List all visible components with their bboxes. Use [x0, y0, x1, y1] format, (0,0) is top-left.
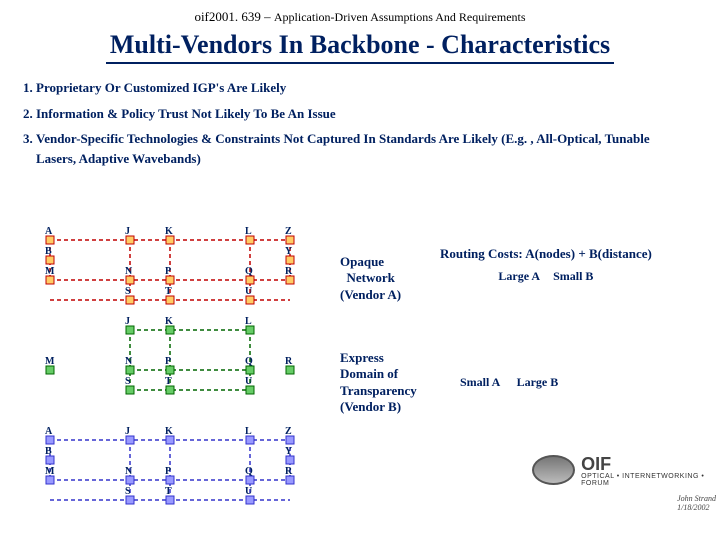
bullet-3: Vendor-Specific Technologies & Constrain…	[36, 129, 684, 168]
oif-text: OIF	[581, 454, 712, 475]
large-b: Large B	[517, 375, 559, 389]
doc-id: oif2001. 639 –	[194, 9, 273, 24]
routing-b: Small A Large B	[460, 374, 558, 390]
large-a: Large A	[498, 269, 540, 283]
doc-subtitle: Application-Driven Assumptions And Requi…	[274, 10, 526, 24]
doc-id-line: oif2001. 639 – Application-Driven Assump…	[0, 8, 720, 26]
page-title: Multi-Vendors In Backbone - Characterist…	[106, 30, 614, 64]
bullet-2: Information & Policy Trust Not Likely To…	[36, 104, 684, 124]
small-a: Small A	[460, 375, 500, 389]
author-date: John Strand 1/18/2002	[677, 494, 716, 512]
network-diagram: AJKLZBYMNPQRSTUJKLMNPQRSTUAJKLZBYMNPQRST…	[30, 220, 330, 520]
bullet-list: Proprietary Or Customized IGP's Are Like…	[0, 68, 720, 180]
small-b: Small B	[553, 269, 593, 283]
oif-logo: OIF OPTICAL • INTERNETWORKING • FORUM	[532, 452, 712, 488]
routing-a: Routing Costs: A(nodes) + B(distance) La…	[440, 246, 652, 284]
vendor-a-label: Opaque Network (Vendor A)	[340, 254, 401, 303]
vendor-b-label: Express Domain of Transparency (Vendor B…	[340, 350, 417, 415]
header: oif2001. 639 – Application-Driven Assump…	[0, 0, 720, 68]
routing-formula: Routing Costs: A(nodes) + B(distance)	[440, 246, 652, 262]
bullet-1: Proprietary Or Customized IGP's Are Like…	[36, 78, 684, 98]
oif-subtitle: OPTICAL • INTERNETWORKING • FORUM	[581, 473, 712, 487]
oif-mark-icon	[532, 455, 575, 485]
